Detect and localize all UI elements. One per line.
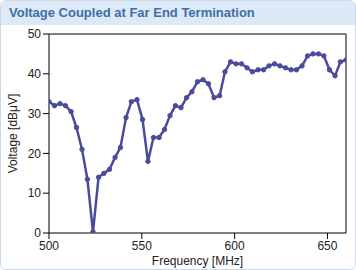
svg-text:0: 0	[34, 226, 41, 240]
svg-text:40: 40	[28, 67, 42, 81]
svg-text:10: 10	[28, 186, 42, 200]
svg-text:550: 550	[132, 239, 152, 253]
svg-text:500: 500	[39, 239, 59, 253]
svg-text:650: 650	[317, 239, 337, 253]
svg-text:Voltage [dBμV]: Voltage [dBμV]	[8, 94, 20, 174]
svg-text:600: 600	[225, 239, 245, 253]
html-text:Voltage Coupled at Far End Ter: Voltage Coupled at Far End Termination	[9, 5, 255, 20]
svg-text:20: 20	[28, 147, 42, 161]
svg-text:Frequency [MHz]: Frequency [MHz]	[152, 254, 243, 268]
svg-text:50: 50	[28, 27, 42, 41]
svg-text:30: 30	[28, 107, 42, 121]
